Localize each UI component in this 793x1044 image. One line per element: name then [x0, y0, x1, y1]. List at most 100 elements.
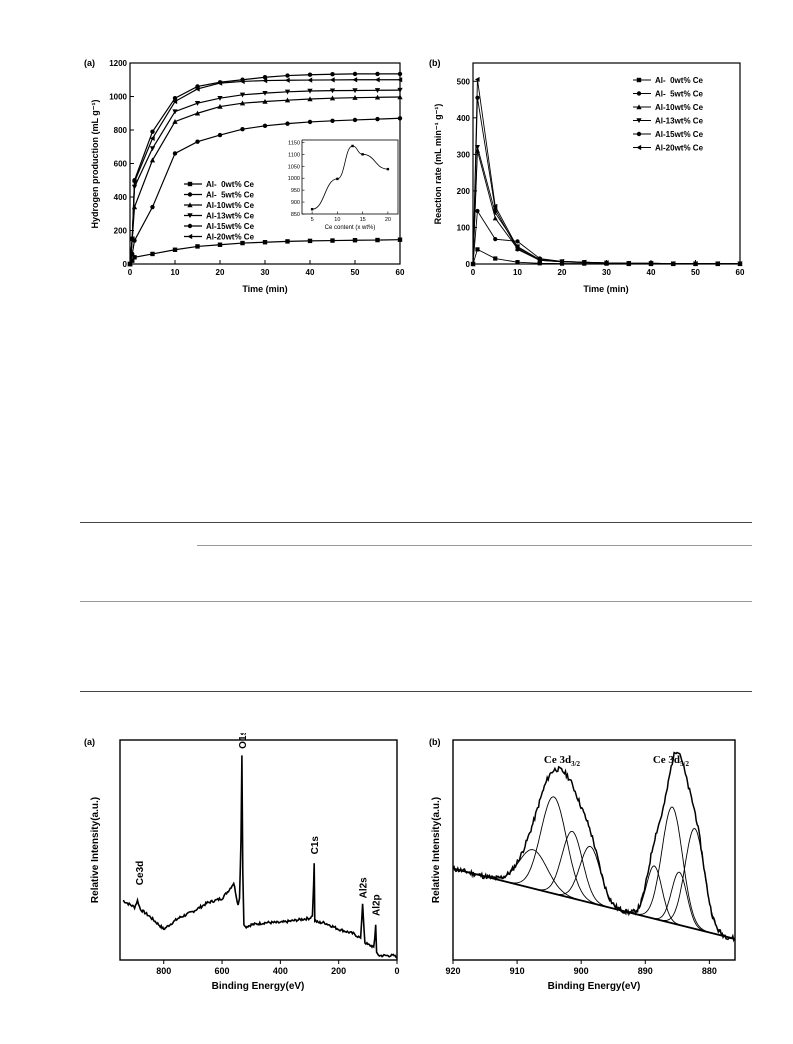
legend-entry: Al-15wt% Ce	[633, 130, 704, 139]
data-point	[352, 88, 358, 94]
inset-y-tick-label: 1100	[288, 152, 300, 158]
legend-entry: Al-20wt% Ce	[184, 233, 255, 242]
data-point	[329, 88, 336, 94]
reaction-rate-chart: (b) Time (min) Reaction rate (mL min⁻¹ g…	[429, 58, 745, 294]
y-axis-label: Relative Intensity(a.u.)	[431, 797, 442, 903]
panel-label: (b)	[429, 58, 441, 68]
panel-label: (b)	[429, 737, 441, 747]
data-point	[187, 213, 193, 219]
fit-component	[452, 849, 735, 940]
data-point	[284, 97, 291, 103]
data-point	[374, 77, 380, 83]
x-tick-label: 910	[510, 966, 525, 976]
data-point	[636, 118, 642, 124]
xps-survey-chart: (a) Binding Energy(eV) Relative Intensit…	[84, 729, 400, 992]
inset-data-point	[336, 177, 339, 181]
data-point	[262, 75, 268, 80]
x-tick-label: 30	[602, 268, 611, 277]
y-tick-label: 200	[114, 227, 128, 236]
x-tick-label: 0	[471, 268, 476, 277]
data-point	[172, 118, 178, 124]
legend-entry: Al- 0wt% Ce	[633, 76, 704, 85]
x-tick-label: 800	[156, 966, 171, 976]
data-point	[195, 244, 200, 249]
y-axis-label: Reaction rate (mL min⁻¹ g⁻¹)	[433, 104, 443, 225]
legend-label: Al-20wt% Ce	[655, 144, 704, 153]
data-point	[194, 110, 201, 116]
legend-entry: Al-13wt% Ce	[184, 212, 255, 221]
data-point	[626, 260, 631, 266]
inset-y-tick-label: 1050	[288, 164, 300, 170]
inset-x-tick-label: 10	[334, 217, 340, 223]
data-point	[397, 71, 403, 77]
legend-entry: Al-15wt% Ce	[184, 222, 255, 231]
inset-x-tick-label: 15	[360, 217, 366, 223]
data-point	[537, 257, 542, 263]
x-axis-label: Time (min)	[583, 284, 628, 294]
x-tick-label: 900	[574, 966, 589, 976]
data-point	[262, 123, 268, 129]
data-point	[603, 260, 609, 266]
x-axis-label: Binding Energy(eV)	[548, 981, 641, 992]
data-point	[149, 135, 155, 142]
legend-label: Al-10wt% Ce	[206, 201, 255, 210]
x-tick-label: 60	[396, 268, 405, 277]
figure-xps-survey: (a) Binding Energy(eV) Relative Intensit…	[80, 729, 410, 1000]
data-point	[737, 261, 743, 267]
figure-xps-ce3d: (b) Binding Energy(eV) Relative Intensit…	[425, 733, 755, 1000]
x-tick-label: 920	[445, 966, 460, 976]
data-point	[187, 181, 193, 187]
inset-x-axis-label: Ce content (x wt%)	[325, 225, 376, 231]
data-point	[217, 132, 223, 138]
legend-label: Al-10wt% Ce	[655, 103, 704, 112]
data-point	[307, 96, 313, 102]
hydrogen-production-chart: (a) Time (min) Hydrogen production (mL g…	[84, 58, 405, 294]
data-point	[374, 88, 381, 93]
x-tick-label: 0	[128, 268, 133, 277]
y-tick-label: 0	[466, 260, 471, 269]
spectrum-envelope	[452, 751, 736, 943]
x-tick-label: 10	[513, 268, 522, 277]
data-point	[131, 179, 137, 185]
data-point	[150, 251, 155, 257]
inset-data-point	[361, 153, 364, 156]
plot-frame	[119, 739, 398, 961]
data-point	[397, 87, 403, 93]
data-point	[150, 204, 155, 210]
legend-entry: Al- 0wt% Ce	[184, 180, 255, 189]
series-line	[472, 209, 740, 265]
subscript: 5/2	[680, 760, 689, 768]
data-point	[172, 151, 178, 156]
data-point	[195, 139, 200, 144]
data-point	[329, 77, 335, 83]
y-tick-label: 100	[457, 223, 471, 232]
peak-group-label: Ce 3d5/2	[653, 754, 690, 768]
data-point	[397, 116, 403, 121]
y-tick-label: 200	[457, 187, 471, 196]
data-point	[514, 245, 520, 251]
y-axis-label: Hydrogen production (mL g⁻¹)	[90, 99, 100, 228]
data-point	[307, 238, 313, 244]
data-point	[474, 76, 480, 82]
peak-group-label: Ce 3d3/2	[544, 754, 581, 768]
data-point	[172, 95, 178, 101]
data-point	[262, 98, 268, 104]
x-axis-label: Time (min)	[242, 284, 287, 294]
legend-label: Al- 5wt% Ce	[655, 90, 704, 99]
xps-ce3d-chart: (b) Binding Energy(eV) Relative Intensit…	[429, 737, 736, 992]
x-tick-label: 200	[331, 966, 346, 976]
legend-label: Al- 0wt% Ce	[655, 76, 704, 85]
data-point	[581, 259, 587, 265]
data-point	[284, 89, 291, 95]
data-point	[515, 260, 520, 265]
x-tick-label: 30	[261, 268, 270, 277]
peak-label: O1s	[238, 733, 249, 749]
data-point	[307, 88, 313, 94]
data-point	[217, 103, 223, 109]
data-point	[692, 261, 698, 267]
inset-data-point	[351, 144, 354, 148]
data-point	[262, 240, 268, 245]
data-point	[537, 261, 542, 266]
legend-entry: Al- 5wt% Ce	[633, 90, 704, 99]
data-series	[470, 144, 743, 267]
